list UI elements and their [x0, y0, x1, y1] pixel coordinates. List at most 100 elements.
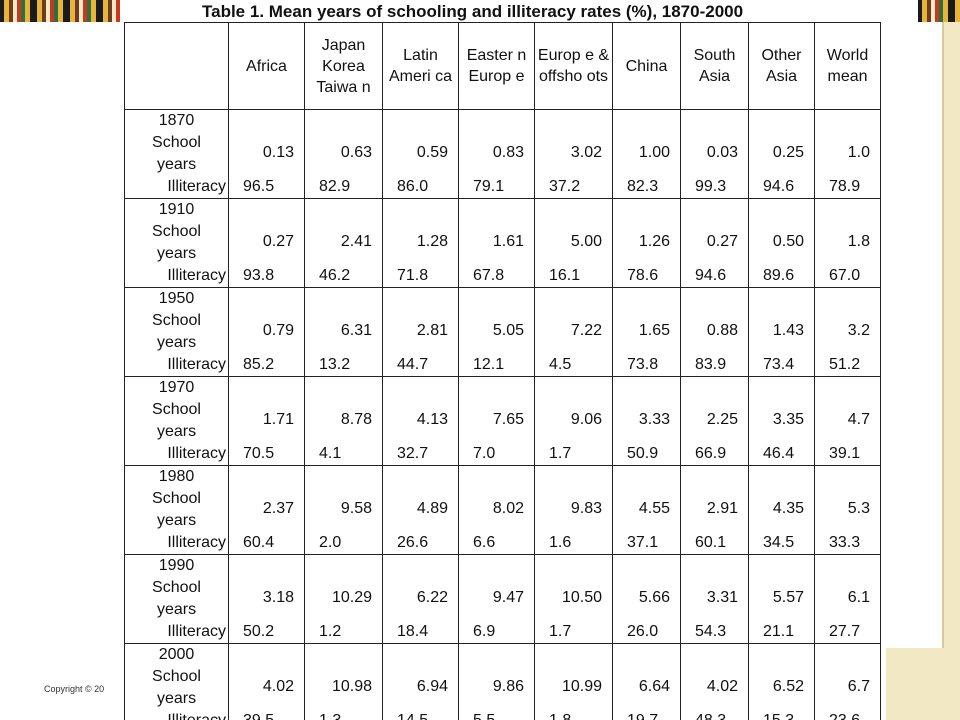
illiteracy-value: 50.2 [243, 623, 275, 640]
schooling-table: Africa Japan Korea Taiwa n Latin Ameri ca E… [124, 22, 881, 720]
illiteracy-value: 54.3 [695, 623, 727, 640]
illiteracy-value: 82.9 [319, 178, 351, 195]
school-years-value: 0.13 [262, 144, 294, 161]
value-cell: 6.31 13.2 [304, 287, 383, 377]
illiteracy-value: 67.0 [829, 267, 861, 284]
illiteracy-label: Illiteracy [167, 445, 226, 462]
header-cell: World mean [814, 22, 881, 110]
illiteracy-value: 46.4 [763, 445, 795, 462]
table-row: 1950 School years Illiteracy 0.79 85.2 6.31 13.… [124, 287, 881, 377]
school-years-value: 8.78 [340, 411, 372, 428]
school-years-value: 3.35 [772, 411, 804, 428]
school-years-value: 9.58 [340, 500, 372, 517]
kente-banner-right [918, 0, 960, 22]
value-cell: 2.91 60.1 [680, 465, 749, 555]
illiteracy-value: 6.6 [473, 534, 496, 551]
years-label: years [156, 245, 197, 262]
school-label: School [152, 579, 201, 596]
illiteracy-value: 93.8 [243, 267, 275, 284]
illiteracy-value: 4.1 [319, 445, 342, 462]
illiteracy-value: 1.7 [549, 445, 572, 462]
year-label: 1950 [158, 290, 195, 307]
illiteracy-value: 73.4 [763, 356, 795, 373]
school-years-value: 2.41 [340, 233, 372, 250]
value-cell: 1.26 78.6 [612, 198, 681, 288]
value-cell: 6.64 19.7 [612, 643, 681, 720]
value-cell: 0.63 82.9 [304, 109, 383, 199]
header-cell-corner [124, 22, 229, 110]
illiteracy-label: Illiteracy [167, 534, 226, 551]
illiteracy-value: 1.7 [549, 623, 572, 640]
illiteracy-value: 4.5 [549, 356, 572, 373]
header-cell: China [612, 22, 681, 110]
value-cell: 10.99 1.8 [534, 643, 613, 720]
year-label-cell: 1870 School years Illiteracy [124, 109, 229, 199]
school-years-value: 10.50 [561, 589, 602, 606]
school-years-value: 10.99 [561, 678, 602, 695]
value-cell: 1.8 67.0 [814, 198, 881, 288]
school-years-value: 0.25 [772, 144, 804, 161]
value-cell: 2.41 46.2 [304, 198, 383, 288]
header-row: Africa Japan Korea Taiwa n Latin Ameri ca E… [124, 22, 881, 110]
value-cell: 0.83 79.1 [458, 109, 535, 199]
school-years-value: 6.64 [638, 678, 670, 695]
value-cell: 4.7 39.1 [814, 376, 881, 466]
illiteracy-value: 39.1 [829, 445, 861, 462]
illiteracy-value: 33.3 [829, 534, 861, 551]
school-years-value: 6.1 [847, 589, 870, 606]
value-cell: 9.86 5.5 [458, 643, 535, 720]
value-cell: 5.05 12.1 [458, 287, 535, 377]
school-years-value: 10.98 [331, 678, 372, 695]
year-label: 1870 [158, 112, 195, 129]
value-cell: 3.18 50.2 [228, 554, 305, 644]
school-years-value: 3.31 [706, 589, 738, 606]
school-years-value: 1.43 [772, 322, 804, 339]
illiteracy-value: 83.9 [695, 356, 727, 373]
illiteracy-value: 34.5 [763, 534, 795, 551]
school-label: School [152, 134, 201, 151]
school-years-value: 10.29 [331, 589, 372, 606]
illiteracy-value: 5.5 [473, 712, 495, 720]
school-years-value: 5.00 [570, 233, 602, 250]
illiteracy-value: 23.6 [829, 712, 860, 720]
illiteracy-value: 1.6 [549, 534, 572, 551]
school-years-value: 6.94 [416, 678, 448, 695]
school-years-value: 0.27 [262, 233, 294, 250]
illiteracy-value: 37.2 [549, 178, 581, 195]
school-label: School [152, 401, 201, 418]
illiteracy-value: 16.1 [549, 267, 581, 284]
years-label: years [156, 512, 197, 529]
table-container: Africa Japan Korea Taiwa n Latin Ameri ca E… [124, 22, 882, 720]
illiteracy-value: 7.0 [473, 445, 496, 462]
value-cell: 6.52 15.3 [748, 643, 815, 720]
school-years-value: 1.0 [847, 144, 870, 161]
school-years-value: 3.18 [262, 589, 294, 606]
illiteracy-value: 60.1 [695, 534, 727, 551]
value-cell: 6.7 23.6 [814, 643, 881, 720]
school-years-value: 1.61 [492, 233, 524, 250]
illiteracy-value: 26.0 [627, 623, 659, 640]
value-cell: 4.55 37.1 [612, 465, 681, 555]
school-years-value: 3.02 [570, 144, 602, 161]
school-years-value: 4.7 [847, 411, 870, 428]
illiteracy-label: Illiteracy [167, 178, 226, 195]
table-row: 1870 School years Illiteracy 0.13 96.5 0.63 82.… [124, 109, 881, 199]
illiteracy-value: 48.3 [695, 712, 726, 720]
illiteracy-value: 85.2 [243, 356, 275, 373]
illiteracy-value: 39.5 [243, 712, 274, 720]
illiteracy-value: 71.8 [397, 267, 429, 284]
school-years-value: 0.27 [706, 233, 738, 250]
year-label-cell: 1990 School years Illiteracy [124, 554, 229, 644]
school-years-value: 1.71 [262, 411, 294, 428]
school-years-value: 8.02 [492, 500, 524, 517]
years-label: years [156, 156, 197, 173]
value-cell: 10.50 1.7 [534, 554, 613, 644]
school-label: School [152, 223, 201, 240]
year-label-cell: 1910 School years Illiteracy [124, 198, 229, 288]
value-cell: 0.27 94.6 [680, 198, 749, 288]
illiteracy-value: 26.6 [397, 534, 429, 551]
illiteracy-value: 94.6 [763, 178, 795, 195]
value-cell: 6.94 14.5 [382, 643, 459, 720]
school-years-value: 2.81 [416, 322, 448, 339]
school-years-value: 6.52 [772, 678, 804, 695]
